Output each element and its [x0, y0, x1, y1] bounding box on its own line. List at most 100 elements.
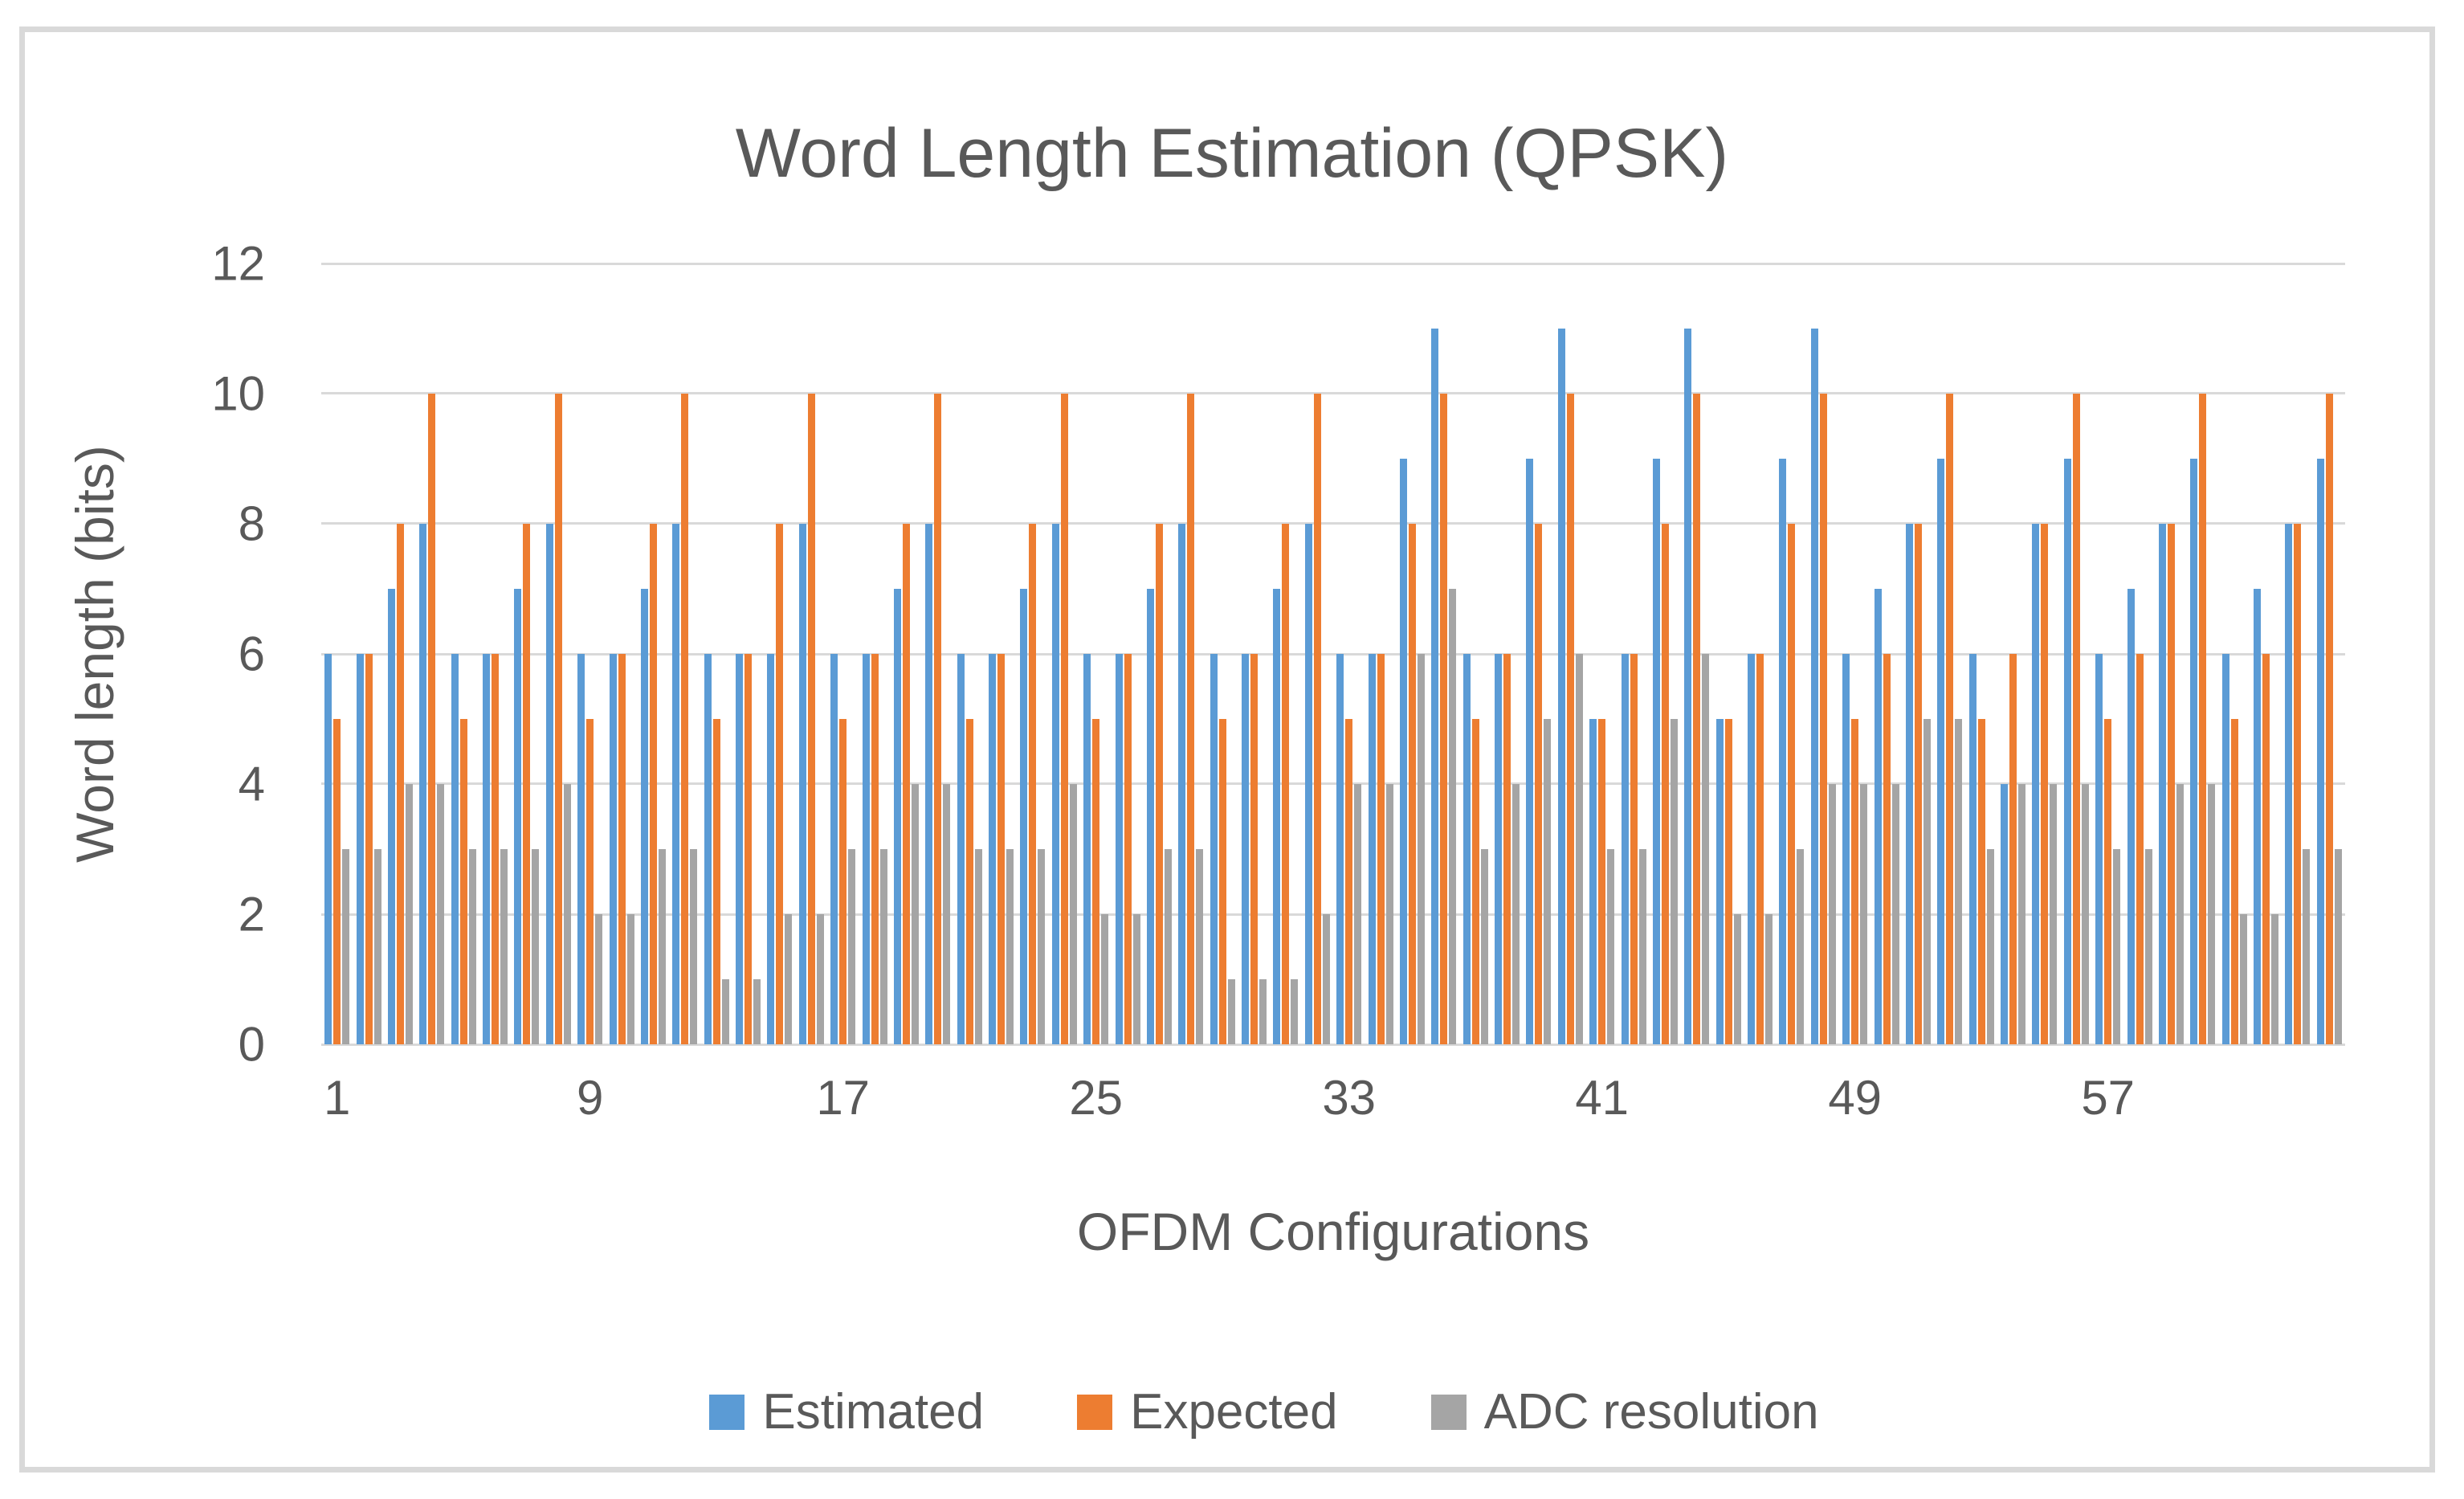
bar-estimated-11 [640, 589, 648, 1044]
bar-expected-57 [2104, 719, 2112, 1044]
bar-adc-resolution-64 [2334, 849, 2342, 1044]
bar-expected-55 [2041, 524, 2049, 1044]
bar-adc-resolution-23 [1038, 849, 1046, 1044]
bar-group-63 [2282, 263, 2313, 1044]
bar-adc-resolution-59 [2176, 784, 2184, 1044]
bar-adc-resolution-47 [1797, 849, 1805, 1044]
bar-expected-52 [1946, 394, 1954, 1044]
bar-expected-54 [2009, 654, 2017, 1044]
legend-label-expected: Expected [1130, 1384, 1338, 1440]
gridline-y-0 [321, 1043, 2345, 1046]
bar-group-24 [1049, 263, 1080, 1044]
bar-expected-64 [2325, 394, 2333, 1044]
bar-expected-9 [586, 719, 594, 1044]
bar-adc-resolution-31 [1291, 979, 1299, 1044]
bar-expected-14 [745, 654, 753, 1044]
bar-group-9 [574, 263, 606, 1044]
bar-estimated-58 [2127, 589, 2135, 1044]
bar-estimated-55 [2032, 524, 2040, 1044]
bar-group-35 [1397, 263, 1428, 1044]
bar-adc-resolution-62 [2271, 914, 2279, 1044]
bar-adc-resolution-53 [1986, 849, 1994, 1044]
bar-group-54 [1997, 263, 2029, 1044]
legend-item-estimated: Estimated [709, 1383, 984, 1440]
bar-group-14 [732, 263, 764, 1044]
y-tick-label-12: 12 [211, 236, 265, 291]
bar-adc-resolution-61 [2239, 914, 2247, 1044]
bar-estimated-48 [1810, 329, 1818, 1044]
bar-estimated-53 [1968, 654, 1977, 1044]
bar-adc-resolution-44 [1702, 654, 1710, 1044]
bar-adc-resolution-32 [1322, 914, 1330, 1044]
bar-group-23 [1017, 263, 1048, 1044]
x-tick-label-49: 49 [1828, 1071, 1883, 1125]
bar-estimated-44 [1684, 329, 1692, 1044]
bar-adc-resolution-50 [1891, 784, 1899, 1044]
bar-expected-8 [554, 394, 562, 1044]
bar-estimated-43 [1652, 459, 1660, 1044]
bar-adc-resolution-10 [626, 914, 634, 1044]
bar-group-4 [416, 263, 447, 1044]
bar-adc-resolution-24 [1069, 784, 1077, 1044]
bar-group-12 [669, 263, 700, 1044]
bar-expected-12 [681, 394, 689, 1044]
bar-expected-31 [1282, 524, 1290, 1044]
x-tick-label-57: 57 [2081, 1071, 2136, 1125]
chart-title: Word Length Estimation (QPSK) [735, 115, 1729, 192]
bar-group-57 [2092, 263, 2123, 1044]
bar-adc-resolution-63 [2303, 849, 2311, 1044]
bar-expected-40 [1566, 394, 1574, 1044]
bar-estimated-21 [957, 654, 965, 1044]
bar-group-45 [1713, 263, 1744, 1044]
legend-swatch-adc-resolution [1430, 1394, 1467, 1430]
bar-adc-resolution-28 [1196, 849, 1204, 1044]
bar-estimated-61 [2221, 654, 2229, 1044]
bar-expected-16 [807, 394, 815, 1044]
bar-group-47 [1776, 263, 1807, 1044]
bar-adc-resolution-36 [1449, 589, 1457, 1044]
bar-expected-4 [428, 394, 436, 1044]
bar-adc-resolution-34 [1385, 784, 1393, 1044]
bar-group-37 [1460, 263, 1491, 1044]
bar-expected-28 [1187, 394, 1195, 1044]
bar-expected-15 [776, 524, 784, 1044]
bar-estimated-63 [2285, 524, 2293, 1044]
bar-adc-resolution-8 [563, 784, 571, 1044]
y-tick-label-0: 0 [238, 1017, 265, 1072]
bar-adc-resolution-30 [1259, 979, 1267, 1044]
bar-estimated-37 [1462, 654, 1471, 1044]
bar-adc-resolution-39 [1544, 719, 1552, 1044]
bar-estimated-19 [893, 589, 901, 1044]
bar-adc-resolution-29 [1227, 979, 1235, 1044]
bar-adc-resolution-46 [1765, 914, 1773, 1044]
bar-expected-13 [712, 719, 720, 1044]
bar-adc-resolution-27 [1164, 849, 1172, 1044]
bar-expected-34 [1377, 654, 1385, 1044]
bar-expected-22 [997, 654, 1006, 1044]
bar-expected-11 [649, 524, 657, 1044]
bar-adc-resolution-14 [753, 979, 761, 1044]
bar-expected-20 [934, 394, 942, 1044]
bar-expected-5 [459, 719, 467, 1044]
bar-adc-resolution-40 [1575, 654, 1583, 1044]
bar-expected-19 [902, 524, 910, 1044]
x-tick-label-1: 1 [324, 1071, 351, 1125]
bar-adc-resolution-41 [1607, 849, 1615, 1044]
bar-group-19 [891, 263, 922, 1044]
bar-adc-resolution-37 [1480, 849, 1488, 1044]
bar-adc-resolution-38 [1512, 784, 1520, 1044]
bar-adc-resolution-26 [1132, 914, 1140, 1044]
bar-expected-38 [1503, 654, 1511, 1044]
bar-estimated-50 [1874, 589, 1882, 1044]
bar-estimated-20 [925, 524, 933, 1044]
bar-estimated-10 [609, 654, 617, 1044]
x-tick-label-33: 33 [1322, 1071, 1377, 1125]
bar-estimated-36 [1431, 329, 1439, 1044]
bar-expected-7 [523, 524, 531, 1044]
legend-label-estimated: Estimated [762, 1384, 985, 1440]
bar-group-40 [1555, 263, 1586, 1044]
bar-estimated-39 [1526, 459, 1534, 1044]
bar-estimated-3 [387, 589, 395, 1044]
bar-adc-resolution-56 [2081, 784, 2089, 1044]
bar-group-6 [479, 263, 511, 1044]
